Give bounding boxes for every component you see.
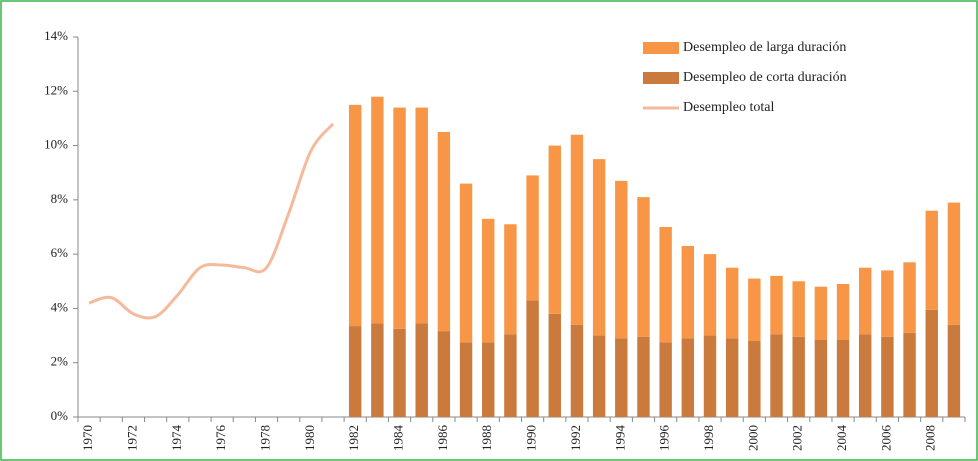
x-tick-label: 1988 bbox=[479, 425, 494, 451]
x-tick-label: 1980 bbox=[302, 425, 317, 451]
bar bbox=[770, 334, 783, 417]
bar bbox=[482, 218, 495, 343]
y-tick-label: 8% bbox=[51, 191, 69, 206]
x-tick-label: 2004 bbox=[834, 425, 849, 452]
bar bbox=[792, 336, 805, 417]
bar bbox=[703, 335, 717, 417]
x-tick-label: 1986 bbox=[435, 425, 450, 452]
bar bbox=[703, 254, 717, 336]
bar bbox=[748, 278, 761, 341]
bar bbox=[548, 145, 561, 314]
y-tick-label: 12% bbox=[44, 82, 68, 97]
bar bbox=[504, 224, 517, 335]
bar bbox=[437, 331, 451, 417]
x-tick-label: 1994 bbox=[612, 425, 627, 452]
bar bbox=[393, 328, 406, 417]
bar bbox=[371, 96, 384, 324]
bar bbox=[947, 324, 961, 417]
legend-label: Desempleo de corta duración bbox=[683, 70, 847, 85]
x-tick-label: 1972 bbox=[124, 425, 139, 451]
bar bbox=[592, 335, 606, 417]
bar bbox=[836, 284, 850, 340]
bar bbox=[592, 159, 606, 336]
bar bbox=[859, 334, 872, 417]
bar bbox=[637, 336, 650, 417]
bar bbox=[437, 132, 451, 332]
bar bbox=[770, 275, 783, 335]
y-tick-label: 14% bbox=[44, 28, 68, 43]
legend: Desempleo de larga duración Desempleo de … bbox=[643, 40, 847, 115]
y-tick-label: 2% bbox=[51, 354, 69, 369]
y-tick-label: 10% bbox=[44, 137, 68, 152]
bar bbox=[792, 281, 805, 337]
x-tick-label: 2002 bbox=[790, 425, 805, 451]
bar bbox=[947, 202, 961, 325]
bar bbox=[415, 107, 428, 324]
bar bbox=[903, 332, 916, 417]
y-tick-label: 4% bbox=[51, 299, 69, 314]
legend-label: Desempleo de larga duración bbox=[683, 40, 846, 55]
bar bbox=[348, 104, 362, 327]
bar bbox=[748, 341, 761, 417]
x-tick-label: 1996 bbox=[657, 425, 672, 452]
x-tick-label: 1992 bbox=[568, 425, 583, 451]
legend-label: Desempleo total bbox=[683, 100, 774, 115]
bar bbox=[504, 334, 517, 417]
x-tick-label: 2008 bbox=[923, 425, 938, 451]
bar bbox=[681, 246, 695, 339]
bar bbox=[548, 313, 561, 417]
bar bbox=[459, 342, 473, 417]
bar bbox=[570, 324, 584, 417]
x-tick-label: 1976 bbox=[213, 425, 228, 452]
bar bbox=[526, 175, 539, 301]
bar bbox=[348, 326, 362, 417]
bar bbox=[570, 134, 584, 325]
bar bbox=[814, 286, 828, 340]
bar bbox=[881, 270, 894, 337]
x-tick-label: 1984 bbox=[391, 425, 406, 452]
x-tick-label: 1978 bbox=[257, 425, 272, 451]
bar bbox=[659, 342, 672, 417]
x-tick-label: 1990 bbox=[524, 425, 539, 451]
bar bbox=[526, 300, 539, 417]
x-tick-label: 1974 bbox=[169, 425, 184, 452]
bar bbox=[814, 339, 828, 417]
bar bbox=[925, 309, 938, 417]
bar bbox=[482, 342, 495, 417]
y-tick-label: 0% bbox=[51, 408, 69, 423]
y-tick-label: 6% bbox=[51, 245, 69, 260]
x-tick-label: 1970 bbox=[80, 425, 95, 451]
bar bbox=[925, 210, 938, 310]
bar bbox=[371, 323, 384, 417]
x-tick-label: 2000 bbox=[745, 425, 760, 451]
legend-swatch bbox=[643, 42, 679, 54]
x-tick-label: 1982 bbox=[346, 425, 361, 451]
bar bbox=[725, 338, 739, 417]
x-tick-label: 2006 bbox=[878, 425, 893, 452]
bar bbox=[903, 262, 916, 333]
bar bbox=[459, 183, 473, 343]
bar bbox=[859, 267, 872, 335]
bar bbox=[637, 197, 650, 337]
bar bbox=[681, 338, 695, 417]
legend-swatch bbox=[643, 72, 679, 84]
bar bbox=[415, 323, 428, 417]
bar bbox=[836, 339, 850, 417]
bar bbox=[659, 227, 672, 343]
bar bbox=[881, 336, 894, 417]
bar bbox=[615, 180, 628, 339]
bar bbox=[615, 338, 628, 417]
bar bbox=[393, 107, 406, 329]
bar bbox=[725, 267, 739, 339]
line bbox=[88, 122, 335, 320]
x-tick-label: 1998 bbox=[701, 425, 716, 451]
